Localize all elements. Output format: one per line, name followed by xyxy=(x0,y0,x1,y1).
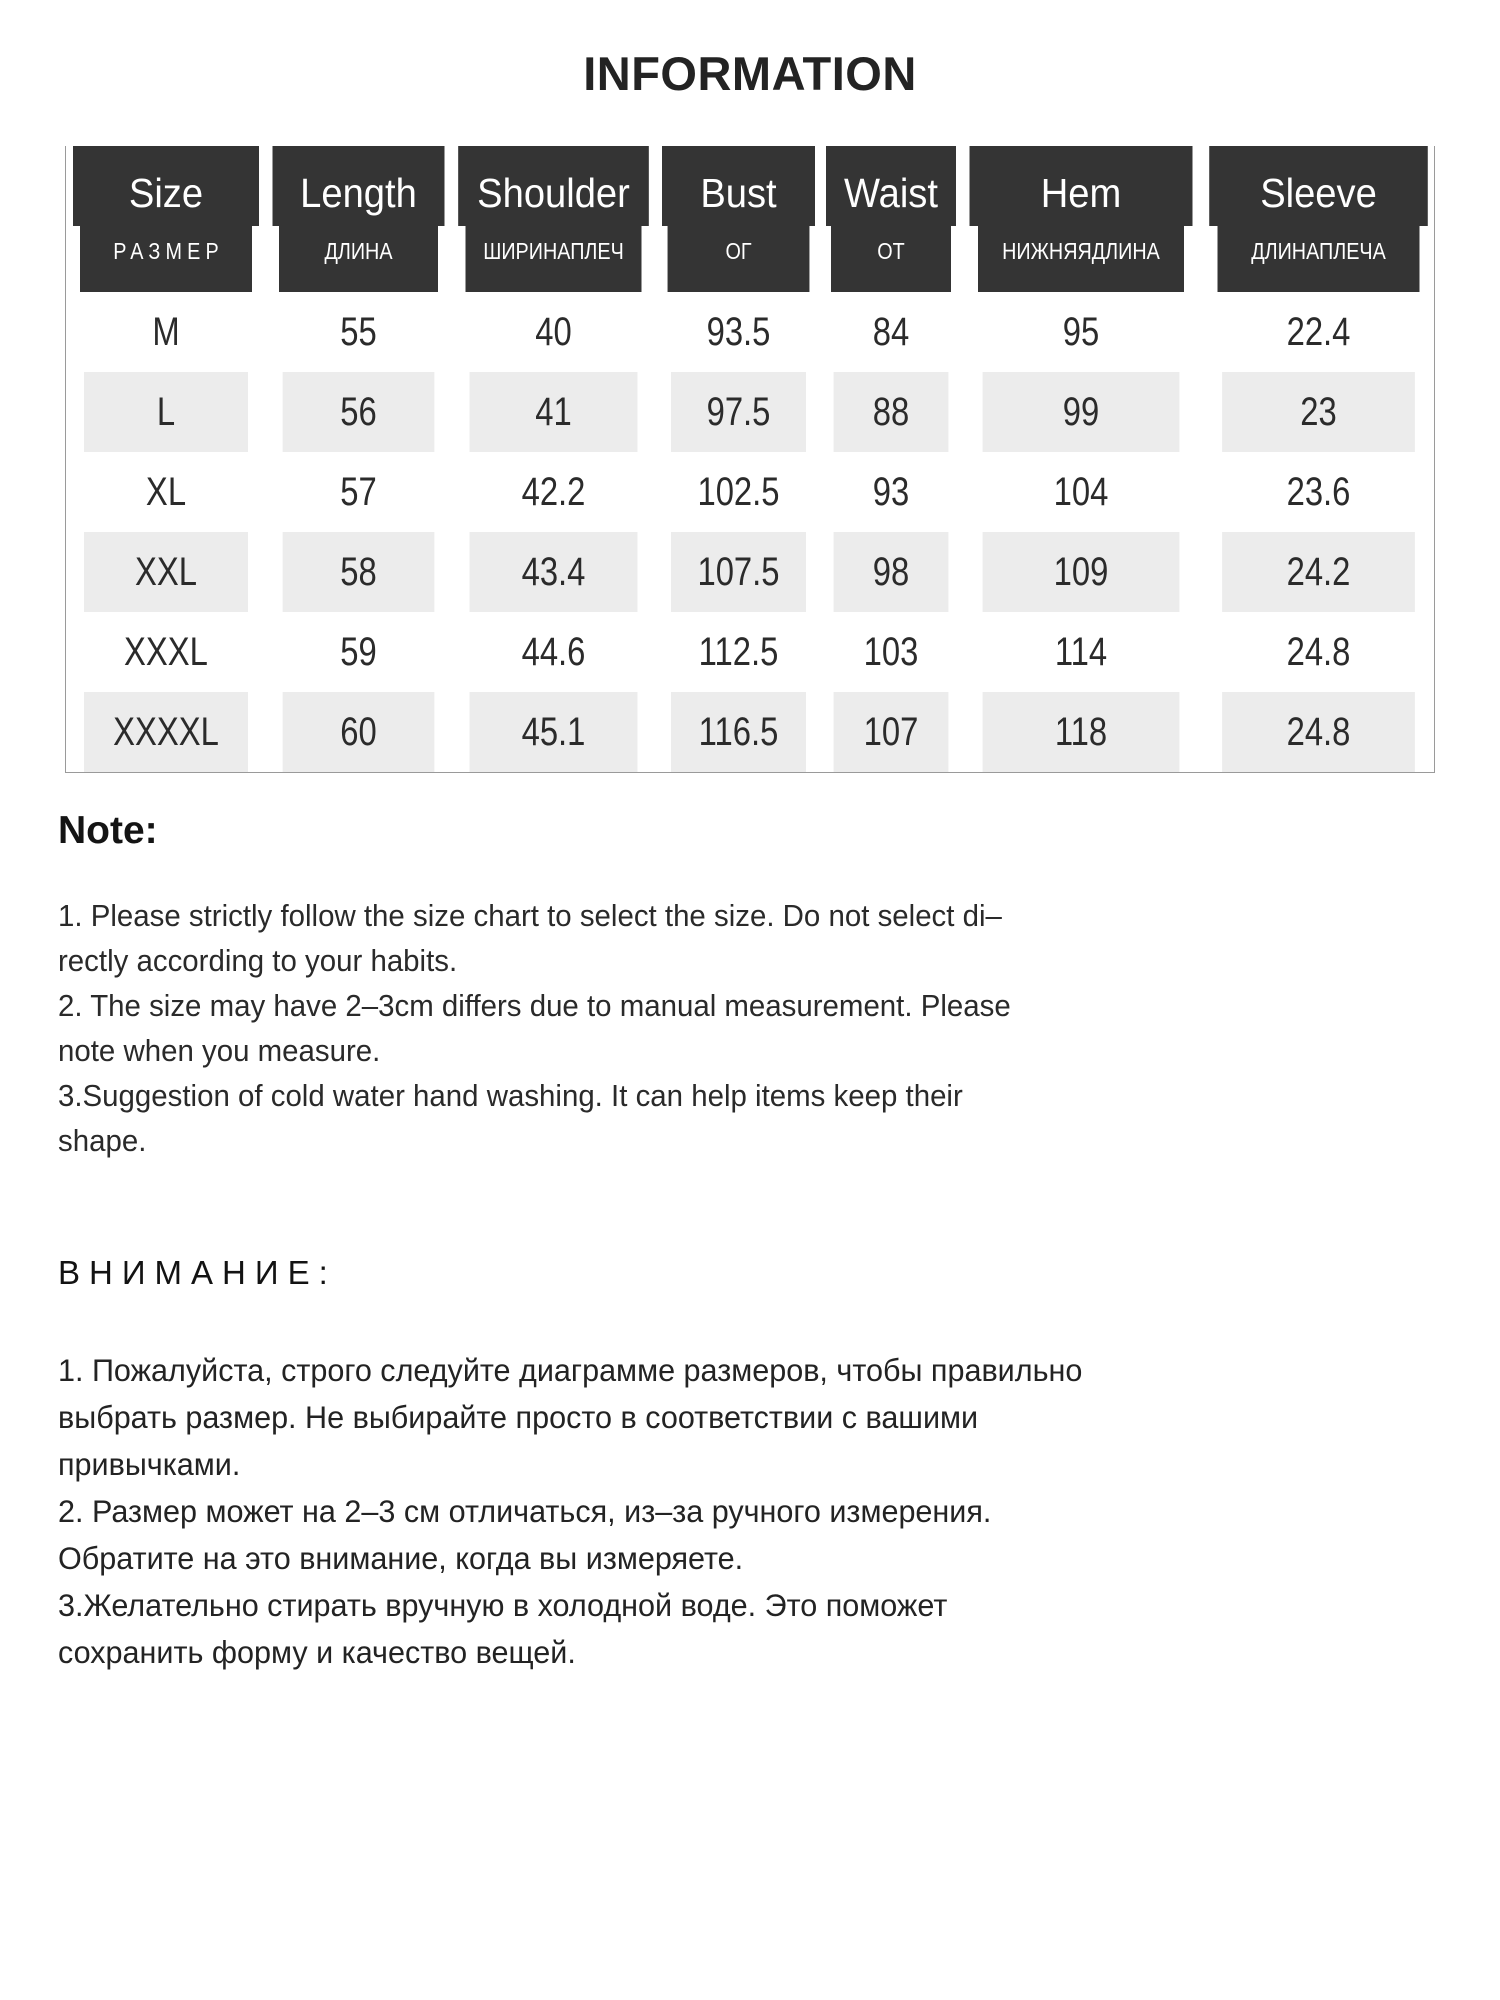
cell-waist: 98 xyxy=(833,532,949,612)
cell-sleeve: 23.6 xyxy=(1286,469,1351,514)
table-head: Size Length Shoulder Bust Waist Hem Slee… xyxy=(66,146,1436,292)
cell-sleeve: 24.2 xyxy=(1222,532,1415,612)
cell-shoulder: 43.4 xyxy=(469,532,638,612)
cell-bust: 97.5 xyxy=(670,372,807,452)
size-chart-table-wrapper: Size Length Shoulder Bust Waist Hem Slee… xyxy=(65,146,1435,773)
cell-shoulder: 44.6 xyxy=(521,629,586,674)
cell-size: XXXL xyxy=(124,629,208,674)
column-subheader-waist: ОТ xyxy=(830,226,952,292)
notes-heading: Note: xyxy=(58,809,158,852)
note-line: 2. The size may have 2–3cm differs due t… xyxy=(58,989,1011,1023)
column-header-sleeve: Sleeve xyxy=(1209,146,1428,226)
cell-shoulder: 41 xyxy=(469,372,638,452)
column-header-hem: Hem xyxy=(969,146,1193,226)
column-subheader-length: ДЛИНА xyxy=(278,226,439,292)
attention-body: 1. Пожалуйста, строго следуйте диаграмме… xyxy=(58,1347,1400,1676)
cell-size: XL xyxy=(145,469,187,514)
cell-bust: 93.5 xyxy=(706,309,771,354)
cell-bust: 107.5 xyxy=(670,532,807,612)
cell-bust: 102.5 xyxy=(697,469,780,514)
cell-length: 60 xyxy=(282,692,435,772)
cell-length: 55 xyxy=(340,309,377,354)
cell-waist: 107 xyxy=(833,692,949,772)
cell-hem: 114 xyxy=(1054,629,1108,674)
cell-waist: 84 xyxy=(872,309,910,354)
cell-length: 58 xyxy=(282,532,435,612)
cell-hem: 109 xyxy=(982,532,1180,612)
notes-body: 1. Please strictly follow the size chart… xyxy=(58,894,1394,1164)
column-subheader-shoulder: ШИРИНАПЛЕЧ xyxy=(465,226,642,292)
attention-line: Обратите на это внимание, когда вы измер… xyxy=(58,1540,744,1576)
column-header-shoulder: Shoulder xyxy=(458,146,649,226)
attention-heading: ВНИМАНИЕ: xyxy=(58,1254,337,1291)
attention-line: привычками. xyxy=(58,1446,241,1482)
cell-hem: 104 xyxy=(1053,469,1109,514)
cell-waist: 88 xyxy=(833,372,949,452)
note-line: 1. Please strictly follow the size chart… xyxy=(58,899,1002,933)
table-header-row-russian: РАЗМЕР ДЛИНА ШИРИНАПЛЕЧ ОГ ОТ НИЖНЯЯДЛИН… xyxy=(66,226,1436,292)
table-row: L 56 41 97.5 88 99 23 xyxy=(66,372,1436,452)
cell-hem: 99 xyxy=(982,372,1180,452)
note-line: 3.Suggestion of cold water hand washing.… xyxy=(58,1079,963,1113)
page-title: INFORMATION xyxy=(583,47,917,100)
table-row: XXXXL 60 45.1 116.5 107 118 24.8 xyxy=(66,692,1436,772)
attention-line: 1. Пожалуйста, строго следуйте диаграмме… xyxy=(58,1352,1083,1388)
cell-sleeve: 22.4 xyxy=(1286,309,1351,354)
cell-shoulder: 45.1 xyxy=(469,692,638,772)
note-line: rectly according to your habits. xyxy=(58,944,458,978)
note-line: note when you measure. xyxy=(58,1034,381,1068)
attention-line: выбрать размер. Не выбирайте просто в со… xyxy=(58,1399,979,1435)
attention-section: ВНИМАНИЕ: 1. Пожалуйста, строго следуйте… xyxy=(58,1256,1442,1676)
cell-sleeve: 23 xyxy=(1222,372,1415,452)
attention-line: 2. Размер может на 2–3 см отличаться, из… xyxy=(58,1493,992,1529)
cell-waist: 103 xyxy=(863,629,919,674)
column-subheader-size: РАЗМЕР xyxy=(80,226,252,292)
column-subheader-sleeve: ДЛИНАПЛЕЧА xyxy=(1217,226,1420,292)
note-line: shape. xyxy=(58,1124,147,1158)
size-chart-table: Size Length Shoulder Bust Waist Hem Slee… xyxy=(66,146,1436,772)
cell-sleeve: 24.8 xyxy=(1286,629,1351,674)
cell-size: XXL xyxy=(84,532,248,612)
cell-size: M xyxy=(152,309,180,354)
cell-shoulder: 40 xyxy=(535,309,572,354)
cell-sleeve: 24.8 xyxy=(1222,692,1415,772)
cell-bust: 112.5 xyxy=(698,629,779,674)
column-subheader-hem: НИЖНЯЯДЛИНА xyxy=(977,226,1185,292)
table-row: XL 57 42.2 102.5 93 104 23.6 xyxy=(66,452,1436,532)
cell-length: 59 xyxy=(340,629,377,674)
attention-line: 3.Желательно стирать вручную в холодной … xyxy=(58,1587,948,1623)
attention-line: сохранить форму и качество вещей. xyxy=(58,1634,576,1670)
column-header-size: Size xyxy=(73,146,259,226)
cell-size: XXXXL xyxy=(84,692,248,772)
cell-waist: 93 xyxy=(872,469,910,514)
table-header-row-english: Size Length Shoulder Bust Waist Hem Slee… xyxy=(66,146,1436,226)
cell-bust: 116.5 xyxy=(670,692,807,772)
cell-hem: 118 xyxy=(982,692,1180,772)
table-row: XXL 58 43.4 107.5 98 109 24.2 xyxy=(66,532,1436,612)
notes-section: Note: 1. Please strictly follow the size… xyxy=(58,811,1442,1164)
table-row: M 55 40 93.5 84 95 22.4 xyxy=(66,292,1436,372)
cell-hem: 95 xyxy=(1062,309,1100,354)
column-header-waist: Waist xyxy=(825,146,957,226)
column-header-bust: Bust xyxy=(661,146,816,226)
table-body: M 55 40 93.5 84 95 22.4 L 56 41 97.5 88 99 23 XL 57 42.2… xyxy=(66,292,1436,772)
cell-shoulder: 42.2 xyxy=(521,469,586,514)
cell-length: 56 xyxy=(282,372,435,452)
cell-size: L xyxy=(84,372,248,452)
table-row: XXXL 59 44.6 112.5 103 114 24.8 xyxy=(66,612,1436,692)
cell-length: 57 xyxy=(340,469,377,514)
column-header-length: Length xyxy=(272,146,445,226)
column-subheader-bust: ОГ xyxy=(667,226,810,292)
